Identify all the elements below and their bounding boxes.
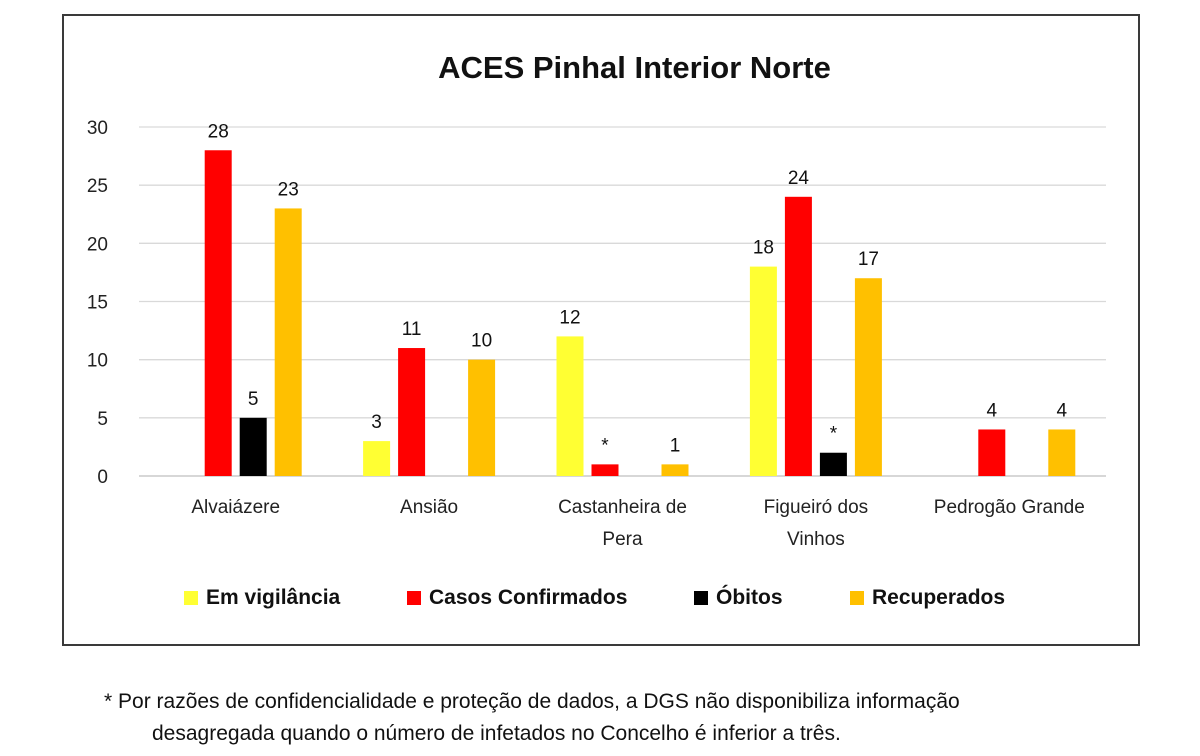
data-label: 10 bbox=[471, 331, 492, 352]
data-label: 4 bbox=[987, 400, 998, 421]
data-label: 12 bbox=[559, 307, 580, 328]
legend-label: Em vigilância bbox=[206, 586, 341, 609]
legend-swatch bbox=[407, 591, 421, 605]
y-tick-label: 0 bbox=[97, 467, 108, 488]
bar bbox=[363, 441, 391, 476]
y-tick-label: 10 bbox=[87, 351, 108, 372]
data-label: 5 bbox=[248, 389, 259, 410]
data-label: * bbox=[830, 424, 838, 445]
data-label: 23 bbox=[278, 179, 299, 200]
y-tick-label: 25 bbox=[87, 176, 108, 197]
bar bbox=[239, 417, 267, 476]
legend-label: Casos Confirmados bbox=[429, 586, 627, 609]
legend-swatch bbox=[850, 591, 864, 605]
bar bbox=[1048, 429, 1076, 476]
data-label: 11 bbox=[402, 319, 422, 340]
footnote-line-2: desagregada quando o número de infetados… bbox=[152, 722, 841, 745]
x-tick-label: Vinhos bbox=[787, 529, 845, 550]
data-label: 3 bbox=[371, 412, 382, 433]
bar bbox=[274, 208, 302, 476]
y-tick-label: 30 bbox=[87, 118, 108, 139]
data-label: 18 bbox=[753, 238, 774, 259]
bar bbox=[749, 266, 777, 476]
bar bbox=[661, 464, 689, 476]
bar bbox=[398, 348, 426, 476]
bar bbox=[978, 429, 1006, 476]
x-tick-label: Pera bbox=[602, 529, 643, 550]
data-label: 1 bbox=[670, 435, 681, 456]
bar bbox=[784, 196, 812, 477]
bar bbox=[204, 150, 232, 476]
bar bbox=[468, 359, 496, 476]
bar bbox=[556, 336, 584, 476]
bar bbox=[819, 452, 847, 476]
x-tick-label: Castanheira de bbox=[558, 497, 687, 518]
data-label: 24 bbox=[788, 168, 810, 189]
x-tick-label: Ansião bbox=[400, 497, 458, 518]
legend-swatch bbox=[694, 591, 708, 605]
x-tick-label: Pedrogão Grande bbox=[934, 497, 1085, 518]
data-label: * bbox=[601, 435, 609, 456]
bar bbox=[591, 464, 619, 476]
legend-swatch bbox=[184, 591, 198, 605]
data-label: 17 bbox=[858, 249, 879, 270]
data-label: 4 bbox=[1057, 400, 1068, 421]
legend-label: Recuperados bbox=[872, 586, 1005, 609]
footnote-line-1: * Por razões de confidencialidade e prot… bbox=[104, 690, 960, 713]
x-tick-label: Alvaiázere bbox=[191, 497, 280, 518]
y-tick-label: 5 bbox=[97, 409, 108, 430]
y-tick-label: 15 bbox=[87, 293, 108, 314]
legend-label: Óbitos bbox=[716, 585, 783, 609]
bar bbox=[854, 278, 882, 476]
x-tick-label: Figueiró dos bbox=[764, 497, 869, 518]
chart-title: ACES Pinhal Interior Norte bbox=[438, 50, 831, 85]
data-label: 28 bbox=[208, 121, 229, 142]
y-tick-label: 20 bbox=[87, 234, 108, 255]
chart-frame: ACES Pinhal Interior Norte 0 5 10 15 20 25 30 28… bbox=[62, 14, 1140, 646]
